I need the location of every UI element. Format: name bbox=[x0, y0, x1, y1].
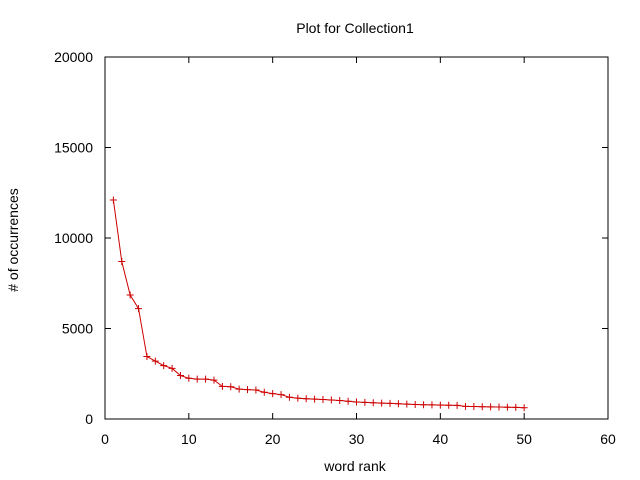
data-point bbox=[135, 305, 143, 313]
data-point bbox=[378, 399, 386, 407]
data-point bbox=[252, 386, 260, 394]
data-point bbox=[428, 401, 436, 409]
data-point bbox=[420, 401, 428, 409]
data-point bbox=[403, 400, 411, 408]
plot-frame bbox=[104, 56, 609, 420]
data-point bbox=[109, 196, 117, 204]
data-point bbox=[235, 385, 243, 393]
data-point bbox=[151, 357, 159, 365]
data-point bbox=[319, 395, 327, 403]
data-point bbox=[302, 395, 310, 403]
series-line bbox=[112, 199, 525, 409]
data-point bbox=[361, 398, 369, 406]
x-tick-label: 0 bbox=[101, 431, 109, 447]
data-point bbox=[118, 258, 126, 266]
data-point bbox=[495, 403, 503, 411]
data-point bbox=[461, 402, 469, 410]
y-tick-label: 0 bbox=[85, 411, 93, 427]
data-point bbox=[210, 376, 218, 384]
data-point bbox=[369, 399, 377, 407]
data-point bbox=[353, 398, 360, 406]
y-tick-label: 15000 bbox=[54, 140, 93, 156]
data-point bbox=[218, 382, 226, 390]
x-tick-labels: 0 10 20 30 40 50 60 bbox=[101, 431, 616, 447]
x-tick-label: 10 bbox=[181, 431, 197, 447]
data-point bbox=[394, 400, 402, 408]
data-point bbox=[311, 395, 319, 403]
data-point bbox=[344, 397, 352, 405]
data-point bbox=[294, 394, 302, 402]
y-tick-label: 5000 bbox=[62, 321, 93, 337]
data-point bbox=[176, 372, 184, 380]
data-point bbox=[512, 403, 520, 411]
data-point bbox=[168, 364, 176, 372]
y-tick-label: 20000 bbox=[54, 49, 93, 65]
x-axis-label: word rank bbox=[323, 458, 386, 474]
data-point bbox=[411, 401, 419, 409]
data-point bbox=[445, 401, 453, 409]
data-point bbox=[143, 353, 151, 361]
x-tick-label: 50 bbox=[516, 431, 532, 447]
x-tick-label: 30 bbox=[349, 431, 365, 447]
data-point bbox=[520, 404, 528, 412]
x-tick-label: 40 bbox=[433, 431, 449, 447]
data-point bbox=[202, 375, 210, 383]
data-point bbox=[185, 374, 193, 382]
data-point bbox=[336, 397, 344, 405]
data-point bbox=[260, 388, 268, 396]
axis-ticks bbox=[104, 56, 609, 420]
data-point bbox=[436, 401, 444, 409]
data-point bbox=[160, 362, 168, 370]
data-point bbox=[453, 401, 461, 409]
y-tick-label: 10000 bbox=[54, 230, 93, 246]
y-tick-labels: 0 5000 10000 15000 20000 bbox=[54, 49, 93, 427]
data-point bbox=[503, 403, 511, 411]
x-tick-label: 60 bbox=[600, 431, 616, 447]
data-point bbox=[193, 375, 201, 383]
data-point bbox=[244, 386, 252, 394]
series-collection1 bbox=[109, 196, 528, 412]
data-point bbox=[126, 291, 134, 299]
data-point bbox=[478, 403, 486, 411]
y-axis-label: # of occurrences bbox=[5, 188, 21, 292]
x-tick-label: 20 bbox=[265, 431, 281, 447]
data-point bbox=[285, 393, 293, 401]
data-point bbox=[269, 390, 277, 398]
data-point bbox=[386, 399, 394, 407]
data-point bbox=[227, 383, 235, 391]
data-point bbox=[327, 396, 335, 404]
data-point bbox=[487, 403, 495, 411]
data-point bbox=[470, 403, 478, 411]
data-point bbox=[277, 391, 285, 399]
chart-title: Plot for Collection1 bbox=[296, 20, 414, 36]
